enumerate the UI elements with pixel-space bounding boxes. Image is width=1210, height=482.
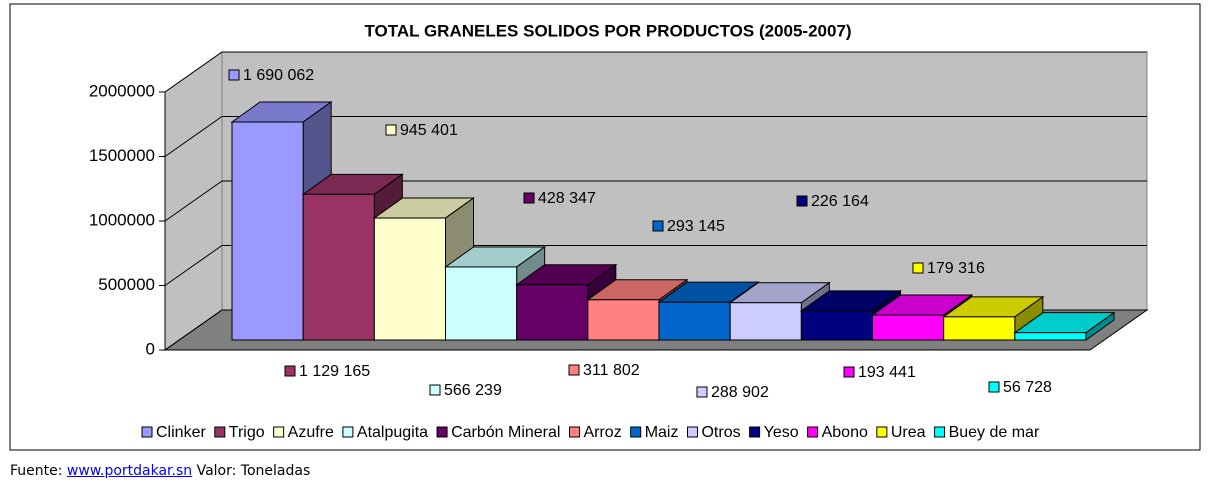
legend-label: Atalpugita [357, 424, 428, 441]
bar-front [658, 301, 731, 341]
value-label: 1 690 062 [243, 67, 314, 84]
legend-label: Clinker [156, 424, 206, 441]
value-label-key [652, 220, 664, 232]
value-label: 945 401 [400, 122, 458, 139]
legend-label: Otros [701, 424, 740, 441]
bar-front [800, 310, 873, 341]
bar-front [231, 121, 304, 341]
legend-swatch [686, 426, 698, 438]
legend-swatch [807, 426, 819, 438]
legend-label: Trigo [229, 424, 265, 441]
legend-swatch [273, 426, 285, 438]
bar-front [302, 193, 375, 341]
legend-swatch [749, 426, 761, 438]
bar-front [373, 217, 447, 341]
value-label: 293 145 [667, 218, 725, 235]
grid-line [164, 116, 1147, 157]
note: Valor: Toneladas [196, 463, 311, 479]
bar-front [872, 314, 945, 341]
grid-line [164, 245, 1147, 286]
y-tick-label: 0 [146, 339, 155, 358]
value-label-key [912, 262, 924, 274]
legend-swatch [934, 426, 946, 438]
chart-title: TOTAL GRANELES SOLIDOS POR PRODUCTOS (20… [364, 21, 851, 40]
legend-label: Maiz [645, 424, 679, 441]
value-label: 428 347 [538, 190, 596, 207]
bar-front [729, 302, 802, 341]
legend-label: Abono [822, 424, 868, 441]
y-tick-label: 500000 [98, 275, 155, 294]
y-tick-label: 1500000 [89, 146, 155, 165]
bar-front [445, 266, 518, 341]
value-label: 1 129 165 [299, 363, 370, 380]
value-label: 179 316 [927, 260, 985, 277]
value-label-key [284, 365, 296, 377]
value-label: 56 728 [1003, 379, 1052, 396]
legend-swatch [568, 426, 580, 438]
y-tick-label: 2000000 [89, 81, 155, 100]
legend-label: Buey de mar [949, 424, 1040, 441]
legend-swatch [141, 426, 153, 438]
value-label-key [796, 195, 808, 207]
value-label: 226 164 [811, 193, 869, 210]
bar [1013, 311, 1116, 341]
legend-swatch [630, 426, 642, 438]
bar-front [1014, 332, 1087, 341]
value-label: 311 802 [583, 362, 640, 379]
legend-swatch [876, 426, 888, 438]
y-tick-label: 1000000 [89, 210, 155, 229]
legend-label: Azufre [288, 424, 334, 441]
value-label-key [523, 192, 535, 204]
legend-label: Carbón Mineral [451, 424, 560, 441]
bar-front [516, 284, 589, 341]
value-label: 566 239 [444, 382, 502, 399]
bar-front [943, 316, 1016, 341]
source-label: Fuente: [10, 463, 63, 479]
value-label-key [429, 384, 441, 396]
bar-front [587, 299, 660, 341]
grid-line [164, 180, 1147, 222]
value-label-key [843, 366, 855, 378]
value-label-key [568, 364, 580, 376]
source-link[interactable]: www.portdakar.sn [66, 463, 193, 479]
legend-label: Urea [891, 424, 926, 441]
legend-label: Yeso [764, 424, 799, 441]
value-label-key [228, 69, 240, 81]
footer: Fuente: www.portdakar.sn Valor: Tonelada… [10, 463, 310, 479]
legend-label: Arroz [583, 424, 621, 441]
value-label: 193 441 [858, 364, 916, 381]
value-label-key [988, 381, 1000, 393]
legend-swatch [436, 426, 448, 438]
grid-line [164, 51, 1147, 93]
value-label-key [385, 124, 397, 136]
legend-swatch [342, 426, 354, 438]
value-label: 288 902 [711, 384, 769, 401]
legend-swatch [214, 426, 226, 438]
value-label-key [696, 386, 708, 398]
bar [942, 295, 1045, 341]
